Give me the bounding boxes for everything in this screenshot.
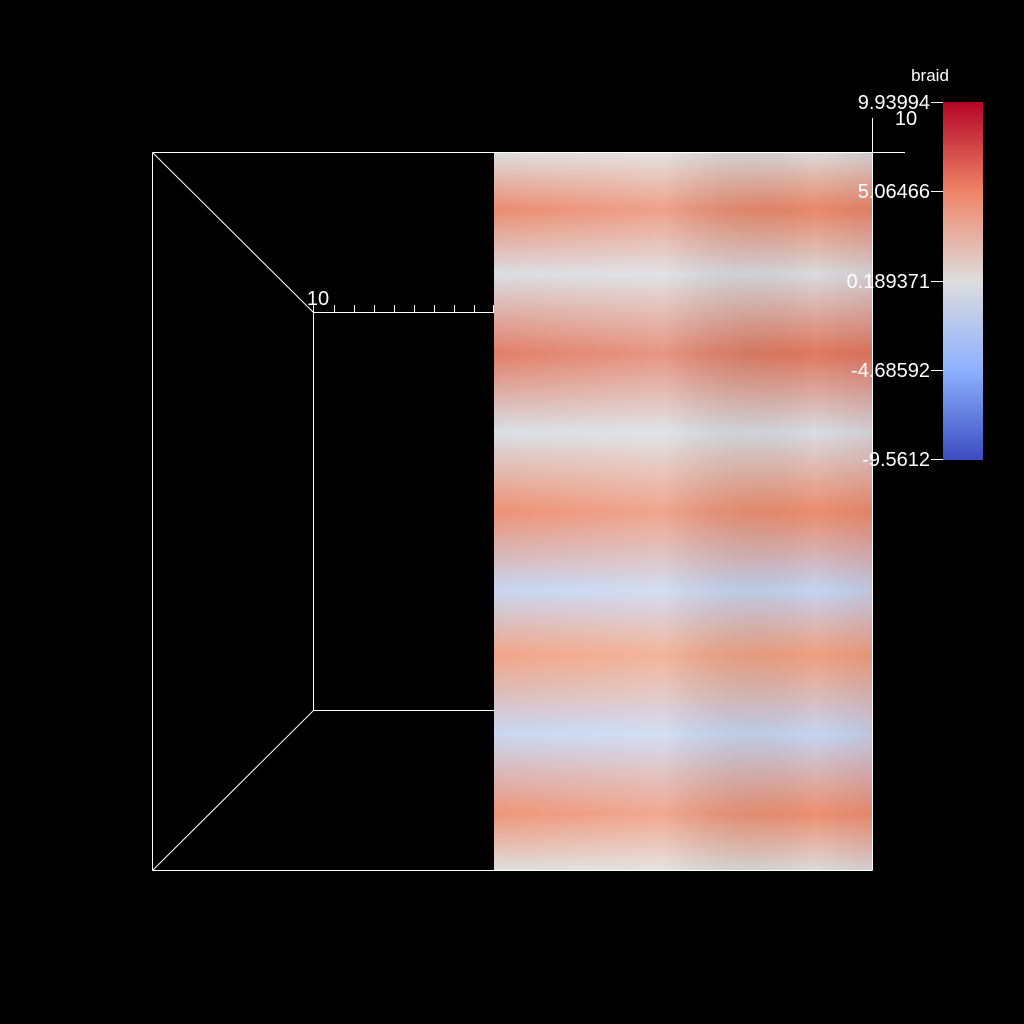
color-legend-title: braid <box>911 66 949 85</box>
axis-inner <box>313 305 494 313</box>
color-legend[interactable]: braid 9.93994 5.06466 0.189371 -4.68592 … <box>847 66 983 471</box>
color-legend-label-mid: 0.189371 <box>847 271 930 293</box>
axis-top-right <box>858 118 905 165</box>
axis-top-right-label: 10 <box>895 108 917 130</box>
color-legend-label-max: 9.93994 <box>858 92 930 114</box>
color-legend-label-min: -9.5612 <box>862 449 930 471</box>
axis-inner-label: 10 <box>307 288 329 310</box>
color-legend-ticks <box>931 102 943 460</box>
data-slice <box>494 152 872 871</box>
color-legend-label-lower: -4.68592 <box>851 360 930 382</box>
bounding-box <box>152 152 873 871</box>
color-legend-bar <box>943 102 983 460</box>
color-legend-label-upper: 5.06466 <box>858 181 930 203</box>
